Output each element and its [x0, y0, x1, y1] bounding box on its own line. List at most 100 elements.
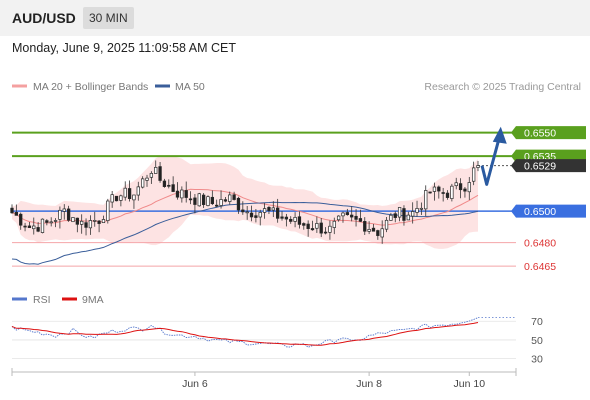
candle-body [450, 185, 454, 199]
candle-body [14, 211, 19, 216]
candle-body [71, 217, 75, 223]
candle-body [293, 217, 297, 222]
credit-label: Research © 2025 Trading Central [424, 81, 581, 93]
candle-body [249, 212, 254, 218]
candle-body [75, 217, 79, 225]
candle-body [167, 184, 171, 187]
x-axis-layer: Jun 6 Jun 8 Jun 10 [11, 368, 517, 390]
candle-body [463, 188, 467, 192]
candle-body [110, 194, 114, 203]
candle-body [127, 188, 132, 199]
candle-body [332, 220, 336, 228]
candle-body [276, 207, 280, 219]
candle-body [162, 180, 167, 187]
bollinger-band-fill [12, 155, 478, 249]
candle-body [454, 182, 458, 187]
candle-body [367, 229, 371, 232]
candle-body [184, 190, 188, 198]
candle-body [467, 182, 471, 193]
rsi-legend-label: RSI [33, 294, 51, 306]
candle-body [345, 212, 350, 216]
candle-body [371, 227, 376, 232]
candle-body [193, 197, 197, 205]
main-legend: MA 20 + Bollinger Bands MA 50 Research ©… [12, 81, 581, 93]
rsi-line [11, 317, 479, 348]
candle-body [10, 207, 14, 214]
candle-body [215, 204, 219, 207]
candles-layer [10, 160, 480, 244]
rsi-tick-50: 50 [531, 335, 543, 347]
candle-body [154, 166, 158, 174]
candle-body [262, 208, 267, 213]
candle-body [284, 216, 289, 220]
candle-body [88, 220, 93, 229]
candle-body [66, 208, 71, 221]
candle-body [380, 228, 384, 238]
candle-body [476, 165, 480, 168]
candle-body [201, 194, 206, 205]
forecast-layer [480, 126, 507, 186]
candle-body [350, 214, 354, 218]
price-tag-label-0.6500: 0.6500 [524, 206, 556, 218]
candle-body [241, 209, 245, 213]
candle-body [19, 213, 23, 226]
price-level-lines-layer [12, 131, 516, 267]
price-tag-label-0.6529: 0.6529 [524, 161, 556, 173]
candle-body [93, 220, 97, 222]
candle-body [58, 209, 62, 220]
candle-body [445, 192, 450, 198]
x-tick-label: Jun 8 [356, 378, 382, 390]
candle-body [315, 223, 319, 229]
candle-body [328, 225, 332, 233]
candle-body [45, 220, 49, 223]
symbol-label: AUD/USD [12, 10, 76, 26]
rsi-tick-30: 30 [531, 354, 543, 366]
candle-body [245, 211, 249, 214]
candle-body [84, 222, 88, 228]
candle-body [123, 187, 127, 198]
candle-body [62, 208, 66, 212]
candle-body [341, 212, 345, 217]
datetime-label: Monday, June 9, 2025 11:09:58 AM CET [12, 41, 236, 55]
candle-body [441, 192, 445, 194]
timeframe-badge[interactable]: 30 MIN [83, 7, 134, 29]
candle-body [232, 194, 236, 200]
candle-body [101, 219, 106, 224]
rsi-layer: 70 50 30 [11, 316, 543, 366]
ma9-legend-swatch [62, 297, 77, 301]
candle-body [424, 190, 428, 210]
ma20-legend-swatch [12, 84, 27, 88]
price-tag-0.6529 [511, 159, 586, 173]
candle-body [136, 186, 140, 196]
candle-body [219, 199, 223, 206]
candle-body [206, 196, 210, 206]
candle-body [428, 191, 432, 194]
candle-body [188, 198, 193, 201]
candle-body [384, 219, 389, 230]
candle-body [27, 225, 32, 229]
candle-body [228, 194, 232, 202]
ma50-legend-swatch [155, 84, 170, 88]
candle-body [323, 231, 328, 234]
header-bar: AUD/USD 30 MIN [0, 0, 590, 36]
candle-body [145, 177, 149, 181]
candle-body [297, 216, 302, 225]
candle-body [271, 207, 275, 211]
candle-body [23, 225, 27, 228]
candle-body [223, 199, 228, 202]
candle-body [180, 189, 184, 199]
forecast-arrow-line [480, 135, 502, 186]
candle-body [336, 215, 341, 221]
x-tick-label: Jun 10 [454, 378, 486, 390]
candle-body [80, 220, 84, 225]
candle-body [140, 178, 145, 188]
price-tag-0.6500 [511, 204, 586, 218]
candle-body [53, 220, 58, 222]
forecast-arrowhead [492, 126, 507, 144]
candle-body [471, 167, 476, 182]
candle-body [432, 186, 437, 192]
candle-body [97, 220, 101, 224]
candle-body [358, 218, 363, 222]
